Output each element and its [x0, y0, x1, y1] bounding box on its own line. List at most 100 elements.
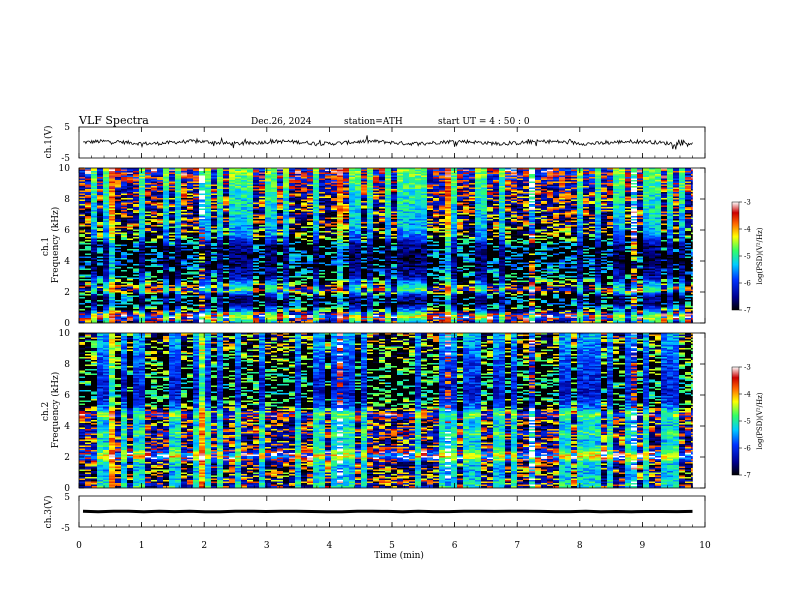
spectrogram-cell — [349, 172, 356, 175]
spectrogram-cell — [391, 168, 398, 170]
spectrogram-cell — [85, 169, 92, 172]
spectrogram-cell — [547, 184, 554, 187]
spectrogram-cell — [529, 187, 536, 190]
spectrogram-cell — [517, 181, 524, 184]
spectrogram-cell — [241, 174, 248, 176]
spectrogram-cell — [199, 177, 206, 179]
spectrogram-cell — [301, 175, 308, 178]
spectrogram-cell — [199, 168, 206, 170]
spectrogram-cell — [421, 168, 428, 170]
spectrogram-cell — [259, 186, 266, 188]
spectrogram-cell — [259, 169, 266, 172]
spectrogram-cell — [583, 174, 590, 176]
spectrogram-cell — [445, 175, 452, 178]
spectrogram-cell — [427, 168, 434, 170]
spectrogram-cell — [127, 198, 134, 200]
spectrogram-cell — [415, 171, 422, 173]
spectrogram-cell — [403, 177, 410, 179]
spectrogram-cell — [307, 168, 314, 170]
spectrogram-cell — [331, 187, 338, 190]
spectrogram-cell — [565, 178, 572, 181]
spectrogram-cell — [505, 177, 512, 179]
spectrogram-cell — [211, 192, 218, 194]
spectrogram-cell — [487, 196, 494, 199]
spectrogram-cell — [409, 168, 416, 170]
spectrogram-cell — [397, 196, 404, 199]
spectrogram-cell — [247, 172, 254, 175]
spectrogram-cell — [649, 199, 656, 202]
spectrogram-cell — [277, 181, 284, 184]
spectrogram-cell — [181, 198, 188, 200]
spectrogram-cell — [361, 184, 368, 187]
spectrogram-cell — [601, 172, 608, 175]
spectrogram-cell — [523, 183, 530, 185]
spectrogram-cell — [343, 172, 350, 175]
spectrogram-cell — [97, 169, 104, 172]
spectrogram-cell — [241, 192, 248, 194]
spectrogram-cell — [691, 199, 693, 202]
spectrogram-cell — [553, 184, 560, 187]
spectrogram-cell — [133, 189, 140, 191]
spectrogram-cell — [511, 189, 518, 191]
spectrogram-cell — [391, 195, 398, 197]
spectrogram-cell — [97, 168, 104, 170]
spectrogram-cell — [277, 198, 284, 200]
spectrogram-cell — [679, 169, 686, 172]
spectrogram-cell — [523, 192, 530, 194]
spectrogram-cell — [499, 183, 506, 185]
spectrogram-cell — [397, 168, 404, 170]
spectrogram-cell — [547, 190, 554, 193]
spectrogram-cell — [127, 175, 134, 178]
spectrogram-cell — [475, 186, 482, 188]
spectrogram-cell — [517, 198, 524, 200]
spectrogram-cell — [505, 186, 512, 188]
spectrogram-cell — [289, 193, 296, 196]
spectrogram-cell — [121, 193, 128, 196]
spectrogram-cell — [421, 180, 428, 182]
spectrogram-cell — [457, 195, 464, 197]
spectrogram-cell — [487, 195, 494, 197]
spectrogram-cell — [589, 187, 596, 190]
spectrogram-cell — [109, 184, 116, 187]
spectrogram-cell — [241, 168, 248, 170]
spectrogram-cell — [157, 193, 164, 196]
spectrogram-cell — [511, 171, 518, 173]
spectrogram-cell — [313, 189, 320, 191]
spectrogram-cell — [553, 187, 560, 190]
spectrogram-cell — [529, 196, 536, 199]
spectrogram-cell — [271, 177, 278, 179]
spectrogram-cell — [103, 172, 110, 175]
spectrogram-cell — [511, 169, 518, 172]
spectrogram-cell — [331, 181, 338, 184]
spectrogram-cell — [679, 177, 686, 179]
spectrogram-cell — [211, 186, 218, 188]
spectrogram-cell — [649, 193, 656, 196]
spectrogram-cell — [397, 172, 404, 175]
spectrogram-cell — [451, 187, 458, 190]
spectrogram-cell — [613, 190, 620, 193]
spectrogram-cell — [301, 186, 308, 188]
spectrogram-cell — [625, 168, 632, 170]
spectrogram-cell — [691, 183, 693, 185]
spectrogram-cell — [271, 175, 278, 178]
spectrogram-cell — [235, 196, 242, 199]
spectrogram-cell — [247, 198, 254, 200]
spectrogram-cell — [505, 184, 512, 187]
spectrogram-cell — [127, 190, 134, 193]
spectrogram-cell — [523, 177, 530, 179]
spectrogram-cell — [361, 201, 368, 203]
spectrogram-cell — [283, 175, 290, 178]
spectrogram-cell — [451, 177, 458, 179]
spectrogram-cell — [619, 187, 626, 190]
spectrogram-cell — [277, 184, 284, 187]
spectrogram-cell — [451, 172, 458, 175]
spectrogram-cell — [307, 177, 314, 179]
spectrogram-cell — [253, 171, 260, 173]
spectrogram-cell — [349, 198, 356, 200]
spectrogram-cell — [325, 195, 332, 197]
spectrogram-cell — [271, 181, 278, 184]
spectrogram-cell — [529, 186, 536, 188]
spectrogram-cell — [193, 175, 200, 178]
spectrogram-cell — [595, 171, 602, 173]
spectrogram-cell — [379, 183, 386, 185]
